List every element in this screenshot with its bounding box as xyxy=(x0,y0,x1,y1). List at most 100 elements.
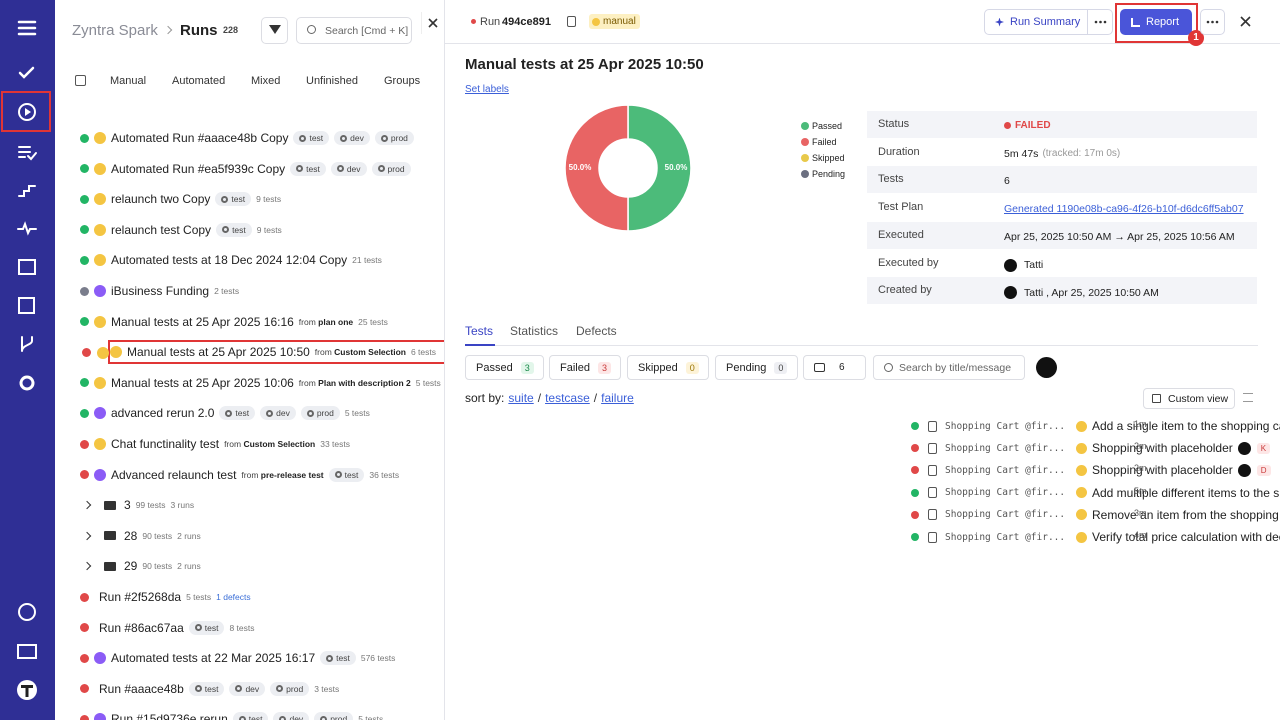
filter-chip[interactable]: Skipped 0 xyxy=(627,355,709,380)
breadcrumb[interactable]: Zyntra Spark xyxy=(72,22,158,39)
test-row[interactable]: Shopping Cart @fir... Add a single item t… xyxy=(910,416,1280,436)
run-row[interactable]: Manual tests at 25 Apr 2025 10:50 from Cu… xyxy=(108,340,444,365)
test-search[interactable]: Search by title/message xyxy=(873,355,1025,380)
run-row[interactable]: Automated Run #aaace48b Copy test dev prod xyxy=(80,127,442,149)
run-title[interactable]: Run #86ac67aa xyxy=(99,620,184,635)
sort-option[interactable]: failure xyxy=(601,391,634,405)
custom-view-button[interactable]: Custom view xyxy=(1143,388,1235,409)
search-box[interactable]: Search [Cmd + K] xyxy=(296,17,412,44)
tabs-icon[interactable] xyxy=(75,75,86,86)
run-row[interactable]: Manual tests at 25 Apr 2025 10:06 from Pl… xyxy=(80,372,442,394)
check-icon[interactable] xyxy=(18,66,35,79)
run-row[interactable]: Run #2f5268da 5 tests 1 defects xyxy=(80,586,442,608)
run-row[interactable]: Run #86ac67aa test 8 tests xyxy=(80,617,442,639)
run-title[interactable]: Manual tests at 25 Apr 2025 10:06 xyxy=(111,375,294,390)
run-title[interactable]: relaunch two Copy xyxy=(111,192,211,207)
filter-button[interactable] xyxy=(261,17,288,44)
expand-chevron[interactable] xyxy=(82,562,92,571)
plan-link[interactable]: Generated 1190e08b-ca96-4f26-b10f-d6dc6f… xyxy=(1004,203,1244,216)
comments-chip[interactable]: 6 xyxy=(803,355,866,380)
settings-icon[interactable] xyxy=(19,375,35,391)
run-title[interactable]: Automated Run #aaace48b Copy xyxy=(111,131,289,145)
run-row[interactable]: 29 90 tests 2 runs xyxy=(80,555,442,577)
view-settings[interactable] xyxy=(1243,393,1253,402)
filter-chip[interactable]: Passed 3 xyxy=(465,355,544,380)
run-title[interactable]: Manual tests at 25 Apr 2025 16:16 xyxy=(111,314,294,329)
branch-icon[interactable] xyxy=(21,336,33,352)
detail-tab[interactable]: Defects xyxy=(576,324,617,338)
report-button[interactable]: Report xyxy=(1120,9,1192,35)
run-type-tab[interactable]: Manual xyxy=(110,75,147,87)
more-button[interactable] xyxy=(1200,9,1225,35)
expand-chevron[interactable] xyxy=(82,500,92,510)
close-detail[interactable] xyxy=(1235,11,1257,33)
menu-icon[interactable] xyxy=(17,20,37,36)
run-row[interactable]: advanced rerun 2.0 test dev prod 5 tests xyxy=(80,402,442,424)
runs-icon[interactable] xyxy=(18,103,36,121)
help-icon[interactable] xyxy=(18,603,36,621)
test-row[interactable]: Shopping Cart @fir... Shopping with place… xyxy=(910,438,1280,458)
more-button[interactable] xyxy=(1088,9,1113,35)
run-title[interactable]: Run #aaace48b xyxy=(99,681,184,696)
test-icon xyxy=(928,442,937,454)
info-value: 6 xyxy=(1004,175,1010,187)
run-title[interactable]: Advanced relaunch test xyxy=(111,467,237,482)
run-row[interactable]: Advanced relaunch test from pre-release t… xyxy=(80,464,442,486)
defects-link[interactable]: 1 defects xyxy=(216,592,251,602)
user-filter-avatar[interactable] xyxy=(1036,357,1057,378)
run-title[interactable]: Manual tests at 25 Apr 2025 10:50 xyxy=(127,345,310,360)
run-type-tab[interactable]: Groups xyxy=(384,75,421,87)
run-row[interactable]: Chat functinality test from Custom Select… xyxy=(80,433,442,455)
test-row[interactable]: Shopping Cart @fir... Verify total price … xyxy=(910,527,1280,547)
close-panel[interactable] xyxy=(421,12,443,34)
run-title[interactable]: iBusiness Funding xyxy=(111,284,210,298)
test-row[interactable]: Shopping Cart @fir... Add multiple differ… xyxy=(910,483,1280,503)
run-type-tab[interactable]: Unfinished xyxy=(306,75,358,87)
run-row[interactable]: 3 99 tests 3 runs xyxy=(80,494,442,516)
run-type-tab[interactable]: Automated xyxy=(172,75,226,87)
test-row[interactable]: Shopping Cart @fir... Remove an item from… xyxy=(910,505,1280,525)
detail-tab[interactable]: Tests xyxy=(465,324,494,338)
run-type-tab[interactable]: Mixed xyxy=(251,75,281,87)
test-title[interactable]: Verify total price calculation with deci… xyxy=(1092,530,1280,544)
test-title[interactable]: Shopping with placeholder xyxy=(1092,463,1233,478)
run-title[interactable]: Run #2f5268da xyxy=(99,590,182,604)
import-icon[interactable] xyxy=(18,259,36,275)
expand-chevron[interactable] xyxy=(82,531,92,541)
run-row[interactable]: 28 90 tests 2 runs xyxy=(80,525,442,547)
filter-chip[interactable]: Pending 0 xyxy=(715,355,798,380)
run-row[interactable]: Automated Run #ea5f939c Copy test dev prod xyxy=(80,158,442,180)
plans-icon[interactable] xyxy=(18,146,37,161)
filter-chip[interactable]: Failed 3 xyxy=(549,355,621,380)
analytics-icon[interactable] xyxy=(18,297,35,314)
test-row[interactable]: Shopping Cart @fir... Shopping with place… xyxy=(910,460,1280,480)
run-title[interactable]: Automated tests at 22 Mar 2025 16:17 xyxy=(111,651,316,666)
run-row[interactable]: Run #aaace48b test dev prod 3 tests xyxy=(80,678,442,700)
test-title[interactable]: Add multiple different items to the shop… xyxy=(1092,485,1280,500)
run-title[interactable]: Run #15d9736e rerun xyxy=(111,712,228,720)
set-labels[interactable]: Set labels xyxy=(465,84,509,95)
sort-option[interactable]: suite xyxy=(508,391,534,405)
steps-icon[interactable] xyxy=(18,185,36,197)
copy-icon[interactable] xyxy=(567,16,576,27)
run-title[interactable]: relaunch test Copy xyxy=(111,222,212,237)
run-summary-button[interactable]: Run Summary xyxy=(984,9,1088,35)
folder-icon[interactable] xyxy=(17,644,37,659)
pulse-icon[interactable] xyxy=(17,221,37,236)
run-row[interactable]: Automated tests at 22 Mar 2025 16:17 test… xyxy=(80,647,442,669)
test-title[interactable]: Remove an item from the shopping cart xyxy=(1092,507,1280,522)
run-row[interactable]: Run #15d9736e rerun test dev prod 5 tests xyxy=(80,708,442,720)
run-row[interactable]: Manual tests at 25 Apr 2025 16:16 from pl… xyxy=(80,311,442,333)
detail-tab[interactable]: Statistics xyxy=(510,324,559,338)
run-row[interactable]: iBusiness Funding 2 tests xyxy=(80,280,442,302)
run-title[interactable]: advanced rerun 2.0 xyxy=(111,406,215,421)
run-row[interactable]: Automated tests at 18 Dec 2024 12:04 Cop… xyxy=(80,249,442,271)
test-title[interactable]: Shopping with placeholder xyxy=(1092,441,1233,456)
test-title[interactable]: Add a single item to the shopping cart xyxy=(1092,419,1280,433)
run-title[interactable]: Chat functinality test xyxy=(111,437,220,451)
run-row[interactable]: relaunch two Copy test 9 tests xyxy=(80,188,442,210)
run-row[interactable]: relaunch test Copy test 9 tests xyxy=(80,219,442,241)
run-title[interactable]: Automated Run #ea5f939c Copy xyxy=(111,161,286,176)
sort-option[interactable]: testcase xyxy=(545,391,590,405)
run-title[interactable]: Automated tests at 18 Dec 2024 12:04 Cop… xyxy=(111,253,348,268)
